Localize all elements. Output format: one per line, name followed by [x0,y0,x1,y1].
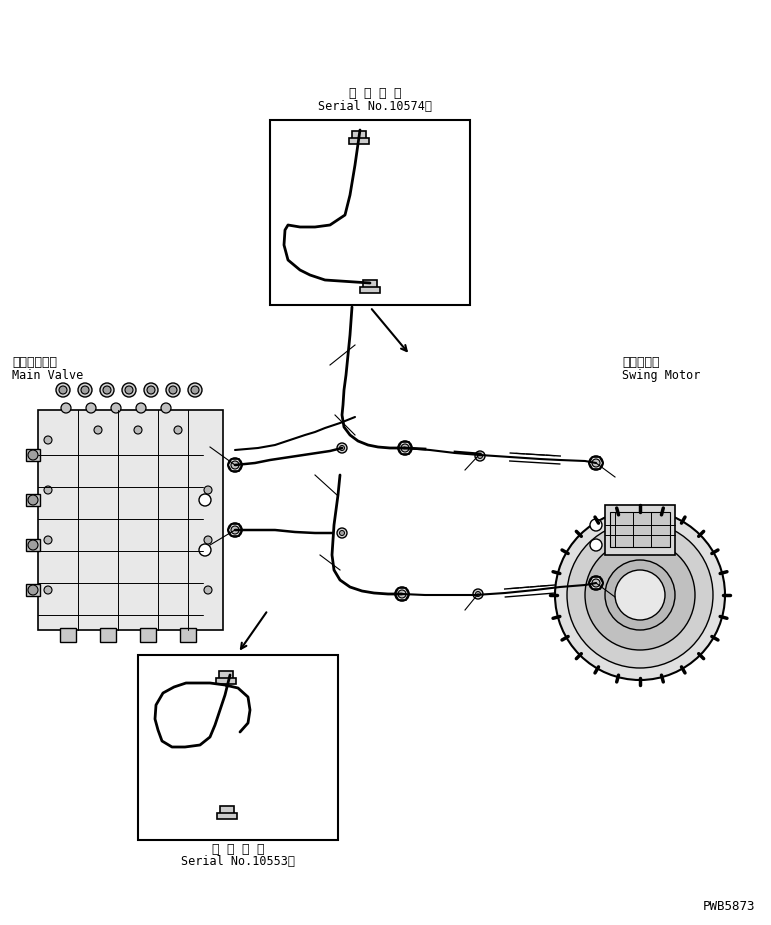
Bar [219,671,233,681]
Text: PWB5873: PWB5873 [702,900,755,913]
Circle shape [125,386,133,394]
Circle shape [134,426,142,434]
Text: 旋回モータ: 旋回モータ [622,356,659,369]
Bar [100,628,116,642]
Circle shape [204,486,212,494]
Circle shape [28,540,38,550]
Circle shape [605,560,675,630]
Circle shape [100,383,114,397]
Bar [217,813,237,819]
Circle shape [59,386,67,394]
Circle shape [231,461,239,469]
Bar [352,131,366,141]
Circle shape [615,570,665,620]
Bar [216,678,236,684]
Bar [220,806,234,816]
Circle shape [592,579,600,587]
Circle shape [401,444,409,452]
Circle shape [592,459,600,467]
Circle shape [28,585,38,595]
Circle shape [188,383,202,397]
Circle shape [337,528,347,538]
Circle shape [473,589,483,599]
Circle shape [28,495,38,505]
Circle shape [44,486,52,494]
Bar [605,505,675,555]
Bar [26,494,40,506]
Circle shape [590,539,602,551]
Circle shape [56,383,70,397]
Bar [180,628,196,642]
Circle shape [44,536,52,544]
Circle shape [555,510,725,680]
Circle shape [204,586,212,594]
Circle shape [395,587,409,601]
Circle shape [199,544,211,556]
Bar [360,287,380,293]
Circle shape [476,591,480,597]
Circle shape [398,441,412,455]
Circle shape [191,386,199,394]
Circle shape [174,426,182,434]
Circle shape [166,383,180,397]
Text: 適 用 号 機: 適 用 号 機 [212,843,264,856]
Bar [270,120,470,305]
Circle shape [567,522,713,668]
Text: メインバルブ: メインバルブ [12,356,57,369]
Circle shape [111,403,121,413]
Bar [26,584,40,596]
Text: 適 用 号 機: 適 用 号 機 [348,87,401,100]
Circle shape [199,494,211,506]
Bar [26,539,40,551]
Circle shape [161,403,171,413]
Circle shape [231,526,239,534]
Circle shape [589,456,603,470]
Circle shape [122,383,136,397]
Text: Main Valve: Main Valve [12,369,83,382]
Circle shape [339,446,345,450]
Circle shape [44,436,52,444]
Bar [363,280,377,290]
Bar [60,628,76,642]
Circle shape [477,453,483,459]
Circle shape [94,426,102,434]
Circle shape [228,458,242,472]
Bar [26,449,40,461]
Bar [38,410,223,630]
Circle shape [337,443,347,453]
Circle shape [44,586,52,594]
Circle shape [81,386,89,394]
Text: Swing Motor: Swing Motor [622,369,700,382]
Circle shape [475,451,485,461]
Circle shape [589,576,603,590]
Bar [138,655,338,840]
Text: Serial No.10553～: Serial No.10553～ [181,855,295,868]
Circle shape [590,519,602,531]
Circle shape [78,383,92,397]
Circle shape [144,383,158,397]
Bar [349,138,369,144]
Circle shape [136,403,146,413]
Circle shape [103,386,111,394]
Bar [140,628,156,642]
Circle shape [86,403,96,413]
Circle shape [398,590,406,598]
Circle shape [585,540,695,650]
Circle shape [147,386,155,394]
Circle shape [169,386,177,394]
Text: Serial No.10574～: Serial No.10574～ [318,100,432,113]
Circle shape [28,450,38,460]
Circle shape [339,531,345,536]
Circle shape [61,403,71,413]
Circle shape [204,536,212,544]
Circle shape [228,523,242,537]
Bar [610,512,670,547]
